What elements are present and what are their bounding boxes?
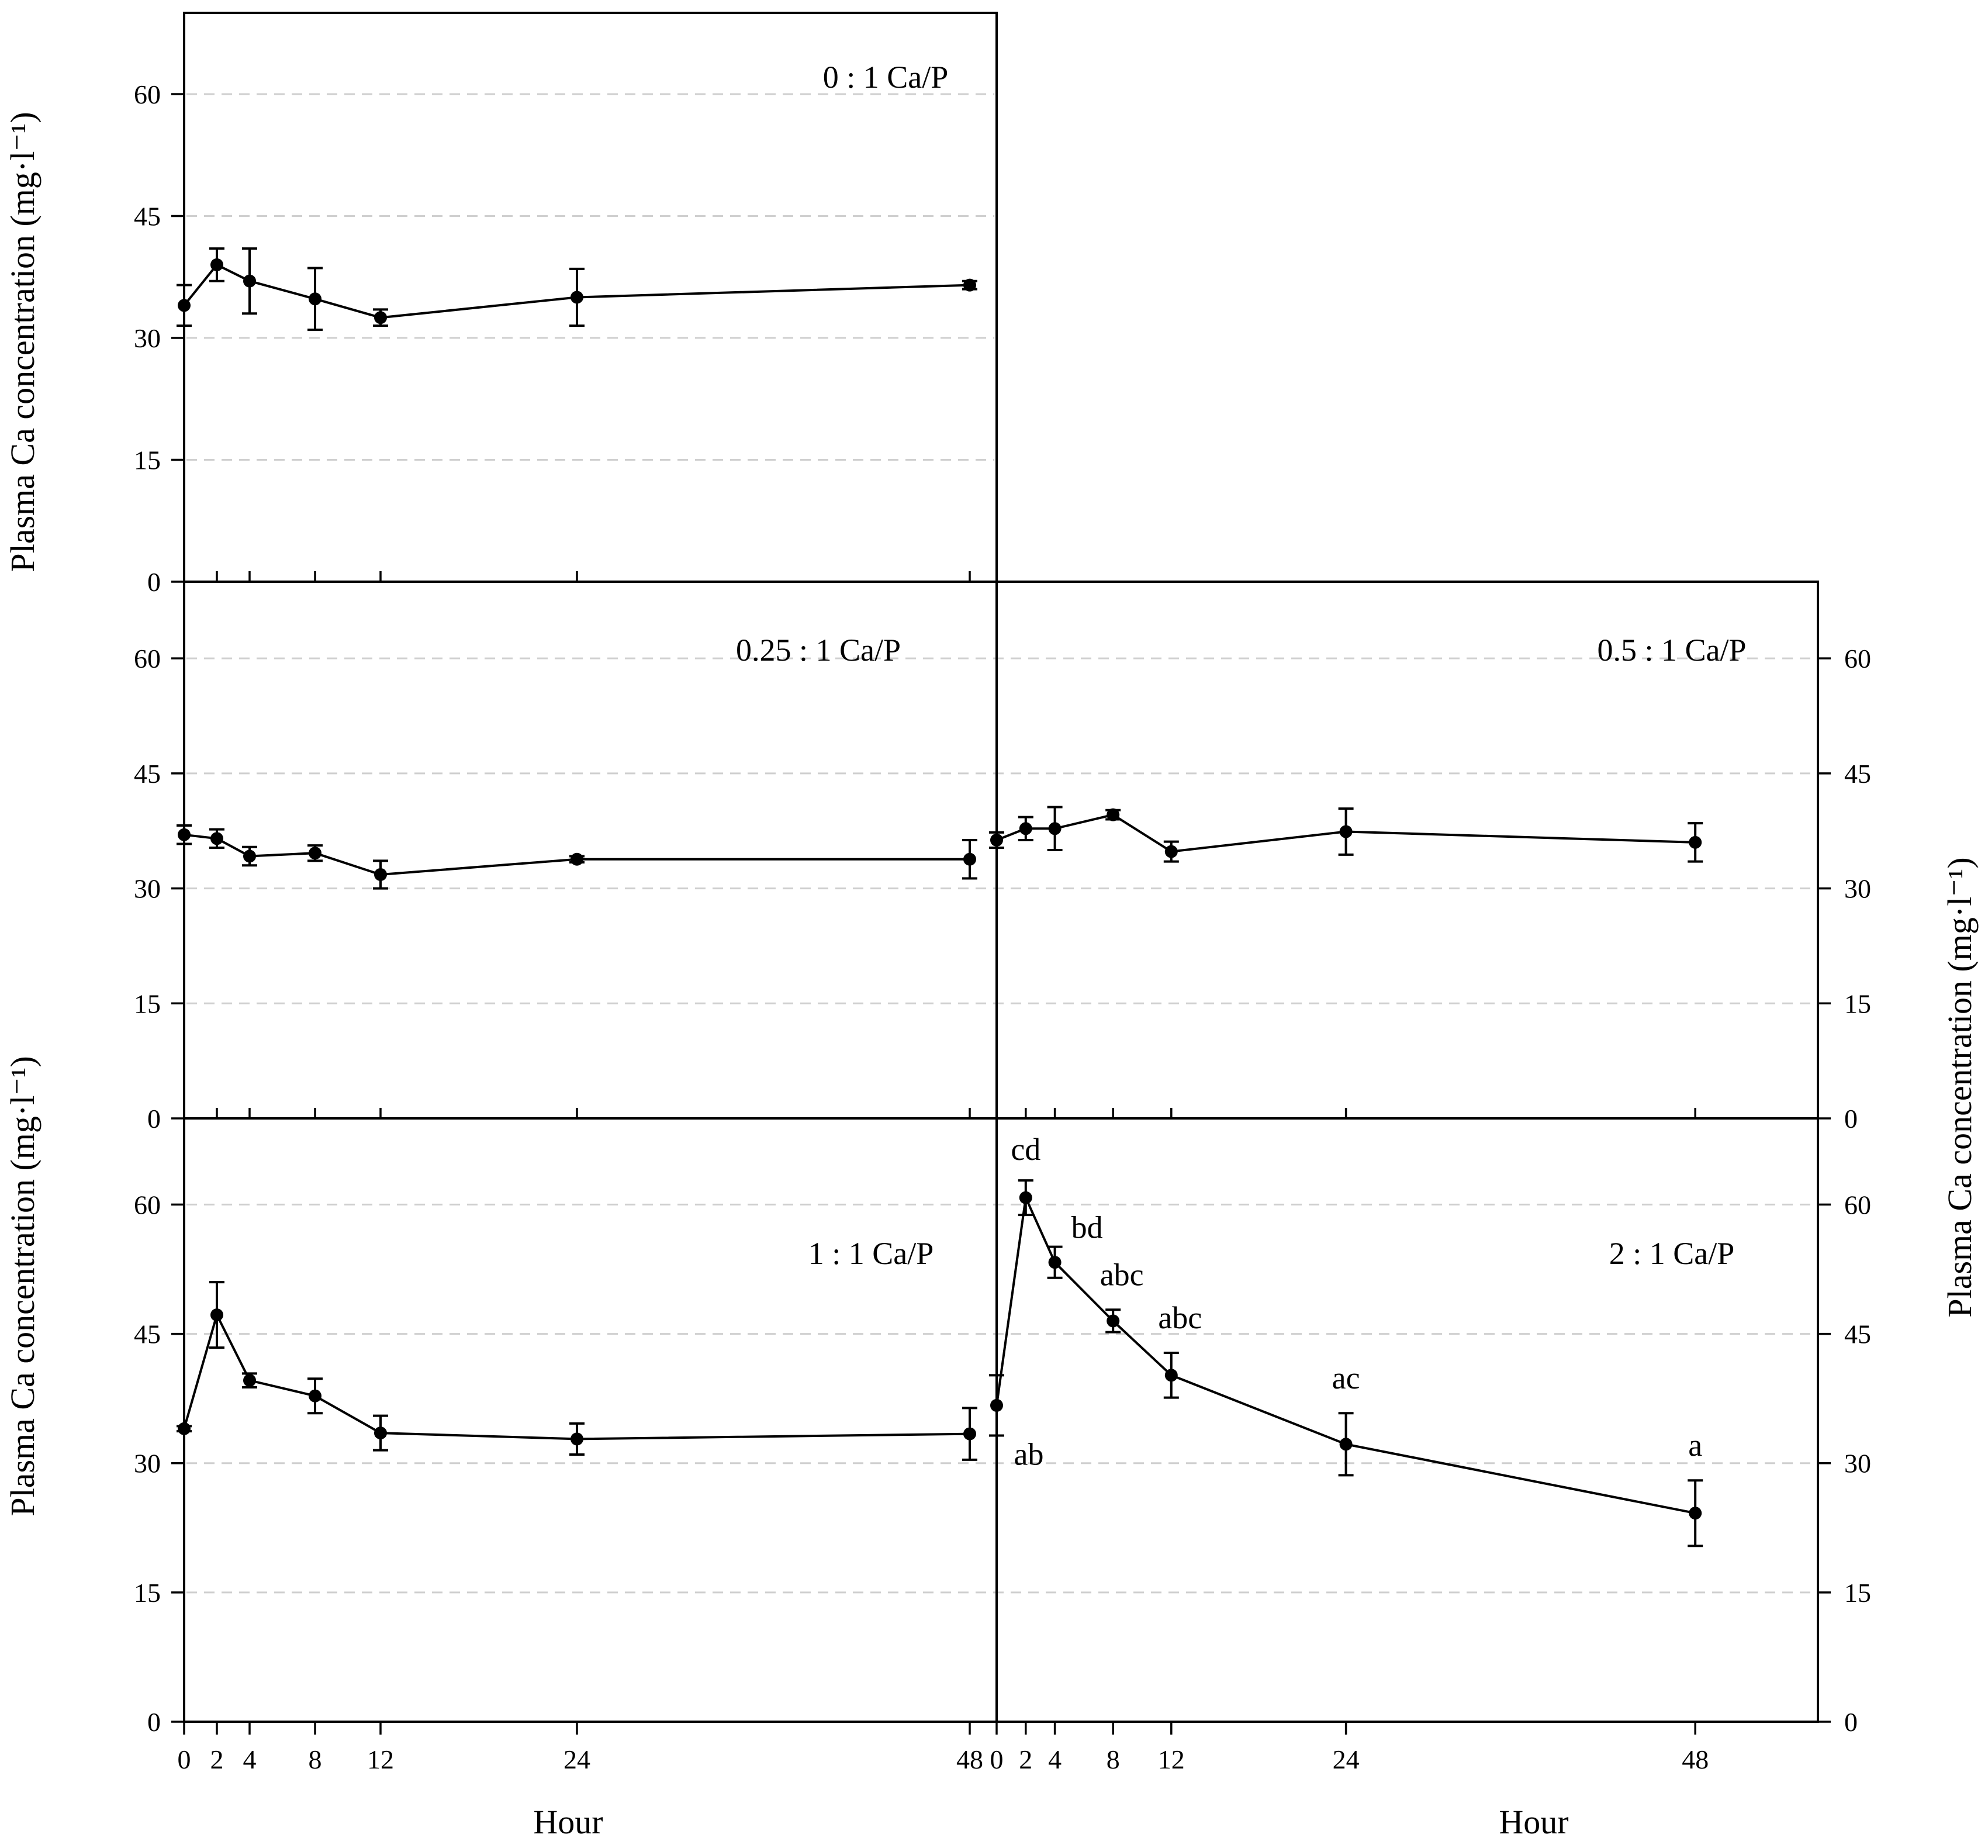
data-point-p1-2 [210,1308,223,1322]
x-axis-title-left: Hour [533,1803,603,1841]
data-point-p0-24 [571,291,583,304]
data-point-p025-0 [178,828,191,841]
data-point-p1-4 [243,1374,256,1387]
panel-title-05-1: 0.5 : 1 Ca/P [1597,633,1746,668]
data-point-p025-12 [374,868,387,881]
y-tick-label-right-2-0: 0 [1844,1707,1858,1737]
y-tick-label-right-1-0: 0 [1844,1104,1858,1134]
y-tick-label-left-2-60: 60 [134,1190,161,1220]
data-point-p2-48 [1689,1507,1702,1520]
y-tick-label-right-2-15: 15 [1844,1578,1871,1608]
data-point-p1-0 [178,1422,191,1435]
y-axis-title-right: Plasma Ca concentration (mg·l⁻¹) [1941,857,1979,1317]
x-tick-label-L-48: 48 [956,1745,983,1774]
data-point-p0-0 [178,299,191,312]
x-tick-label-R-0: 0 [990,1745,1004,1774]
sig-label-p2-48: a [1688,1428,1702,1463]
x-tick-label-L-2: 2 [210,1745,224,1774]
y-tick-label-left-1-60: 60 [134,644,161,673]
data-point-p025-8 [309,847,321,860]
data-point-p0-12 [374,311,387,324]
data-point-p025-48 [963,852,976,866]
data-point-p2-8 [1107,1314,1120,1328]
y-axis-title-left-bottom: Plasma Ca concentration (mg·l⁻¹) [4,1056,42,1516]
data-point-p0-2 [210,258,223,271]
panel-title-025-1: 0.25 : 1 Ca/P [736,633,901,668]
data-point-p05-48 [1689,835,1702,849]
x-tick-label-R-24: 24 [1333,1745,1360,1774]
sig-label-p2-8: abc [1100,1257,1144,1292]
data-point-p05-8 [1107,808,1120,821]
y-tick-label-right-1-60: 60 [1844,644,1871,673]
x-tick-label-L-0: 0 [178,1745,191,1774]
x-tick-label-R-12: 12 [1158,1745,1185,1774]
y-tick-label-left-0-15: 15 [134,445,161,475]
data-point-p05-0 [990,833,1003,847]
data-point-p05-4 [1048,822,1062,835]
y-tick-label-right-2-60: 60 [1844,1190,1871,1220]
x-tick-label-R-4: 4 [1048,1745,1062,1774]
sig-label-p2-12: abc [1158,1300,1202,1335]
panel-title-0-1: 0 : 1 Ca/P [823,60,949,95]
x-tick-label-R-2: 2 [1019,1745,1032,1774]
y-tick-label-left-2-0: 0 [147,1707,161,1737]
panel-title-2-1: 2 : 1 Ca/P [1609,1236,1735,1271]
data-point-p025-2 [210,832,223,845]
sig-label-p2-0: ab [1014,1437,1044,1472]
data-point-p2-24 [1339,1438,1353,1451]
data-point-p05-2 [1019,822,1032,835]
y-tick-label-right-2-45: 45 [1844,1319,1871,1349]
y-tick-label-left-0-30: 30 [134,323,161,353]
data-point-p05-12 [1164,845,1178,858]
y-tick-label-right-2-30: 30 [1844,1449,1871,1479]
panel-frames [183,12,1819,1723]
data-point-p2-12 [1164,1369,1178,1382]
x-tick-label-R-48: 48 [1682,1745,1709,1774]
sig-label-p2-4: bd [1071,1210,1103,1245]
x-tick-label-L-4: 4 [243,1745,257,1774]
x-tick-label-L-24: 24 [563,1745,590,1774]
y-tick-label-left-0-60: 60 [134,80,161,109]
y-tick-label-left-1-0: 0 [147,1104,161,1134]
data-point-p025-24 [571,852,583,866]
y-tick-label-left-0-45: 45 [134,202,161,232]
gridlines [186,93,1816,1594]
y-tick-label-right-1-30: 30 [1844,874,1871,904]
x-tick-label-R-8: 8 [1107,1745,1120,1774]
sig-label-p2-2: cd [1011,1132,1040,1167]
data-point-p2-0 [990,1398,1003,1412]
sig-label-p2-24: ac [1332,1360,1360,1396]
data-point-p1-8 [309,1389,321,1403]
y-tick-label-left-2-15: 15 [134,1578,161,1608]
data-point-p1-24 [571,1432,583,1446]
data-point-p0-4 [243,274,256,288]
data-point-p2-4 [1048,1256,1062,1269]
y-axis-title-left-top: Plasma Ca concentration (mg·l⁻¹) [4,112,42,572]
data-point-p0-48 [963,278,976,292]
x-tick-label-L-12: 12 [367,1745,394,1774]
data-point-p025-4 [243,849,256,863]
panel-frame-1-1 [183,1117,998,1723]
x-axis-title-right: Hour [1499,1803,1568,1841]
data-point-p05-24 [1339,825,1353,838]
y-tick-label-left-1-30: 30 [134,874,161,904]
y-tick-label-left-0-0: 0 [147,567,161,597]
y-tick-label-left-2-30: 30 [134,1449,161,1479]
y-tick-label-left-1-45: 45 [134,759,161,789]
y-tick-label-right-1-15: 15 [1844,989,1871,1018]
panel-frame-2-1 [995,1117,1819,1723]
panel-title-1-1: 1 : 1 Ca/P [808,1236,934,1271]
data-point-p0-8 [309,292,321,306]
data-point-p2-2 [1019,1191,1032,1204]
y-tick-label-left-1-15: 15 [134,989,161,1018]
data-point-p1-48 [963,1427,976,1441]
y-tick-label-right-1-45: 45 [1844,759,1871,789]
data-point-p1-12 [374,1426,387,1440]
x-tick-label-L-8: 8 [309,1745,322,1774]
y-tick-label-left-2-45: 45 [134,1319,161,1349]
